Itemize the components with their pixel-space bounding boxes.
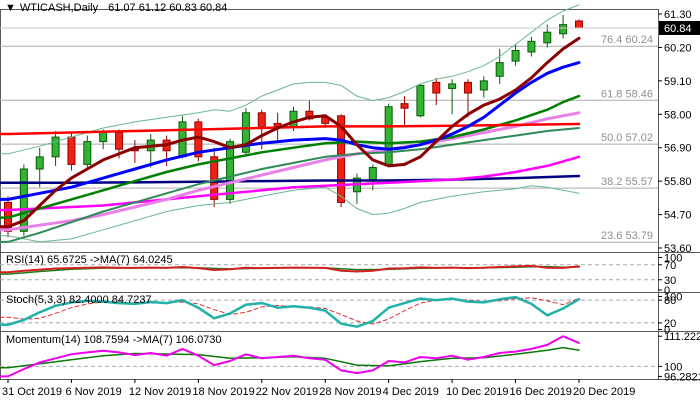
svg-text:28 Nov 2019: 28 Nov 2019 [319, 386, 381, 398]
svg-text:18 Nov 2019: 18 Nov 2019 [192, 386, 254, 398]
moving-average-lines [0, 4, 581, 243]
svg-text:20: 20 [664, 318, 676, 330]
symbol-period-label: WTICASH,Daily [19, 2, 99, 14]
svg-text:54.70: 54.70 [664, 210, 692, 222]
svg-text:23.6 53.79: 23.6 53.79 [601, 230, 653, 242]
svg-text:53.60: 53.60 [664, 243, 692, 255]
svg-text:56.90: 56.90 [664, 143, 692, 155]
svg-text:0: 0 [664, 325, 670, 337]
svg-text:100: 100 [664, 253, 682, 265]
svg-text:22 Nov 2019: 22 Nov 2019 [256, 386, 318, 398]
svg-text:70: 70 [664, 260, 676, 272]
price-axis[interactable]: 61.30 60.20 59.10 58.00 56.90 55.80 54.70 53.60… [658, 9, 700, 255]
momentum-indicator-label: Momentum(14) 108.7594 ->MA(7) 106.0730 [6, 334, 222, 346]
svg-text:60.84: 60.84 [664, 23, 692, 35]
svg-text:96.2821: 96.2821 [664, 371, 700, 383]
svg-text:30: 30 [664, 275, 676, 287]
stoch-indicator-label: Stoch(5,3,3) 82.4000 84.7237 [6, 294, 152, 306]
svg-text:80: 80 [664, 295, 676, 307]
svg-text:58.00: 58.00 [664, 109, 692, 121]
svg-text:0: 0 [664, 285, 670, 297]
svg-text:20 Dec 2019: 20 Dec 2019 [573, 386, 635, 398]
svg-text:6 Nov 2019: 6 Nov 2019 [65, 386, 121, 398]
svg-text:61.8 58.46: 61.8 58.46 [601, 88, 653, 100]
svg-text:10 Dec 2019: 10 Dec 2019 [446, 386, 508, 398]
svg-text:12 Nov 2019: 12 Nov 2019 [129, 386, 191, 398]
svg-text:100: 100 [664, 292, 682, 304]
fibonacci-lines[interactable]: 76.4 60.24 61.8 58.46 50.0 57.02 38.2 55.57… [0, 34, 658, 243]
dropdown-arrow-icon: ▼ [5, 2, 16, 14]
ohlc-quote-label: 61.07 61.12 60.83 60.84 [108, 2, 228, 14]
svg-text:76.4 60.24: 76.4 60.24 [601, 34, 653, 46]
svg-text:16 Dec 2019: 16 Dec 2019 [510, 386, 572, 398]
svg-text:59.10: 59.10 [664, 76, 692, 88]
rsi-indicator-label: RSI(14) 65.6725 ->MA(7) 64.0245 [6, 254, 173, 266]
svg-text:61.30: 61.30 [664, 9, 692, 21]
svg-text:111.2226: 111.2226 [664, 331, 700, 343]
svg-text:50.0 57.02: 50.0 57.02 [601, 132, 653, 144]
svg-text:38.2 55.57: 38.2 55.57 [601, 176, 653, 188]
time-axis[interactable]: 31 Oct 2019 6 Nov 2019 12 Nov 2019 18 Nov 2… [2, 379, 635, 398]
svg-text:4 Dec 2019: 4 Dec 2019 [383, 386, 439, 398]
symbol-quote-line: ▼ WTICASH,Daily 61.07 61.12 60.83 60.84 [5, 2, 227, 14]
svg-text:100: 100 [664, 361, 682, 373]
svg-text:55.80: 55.80 [664, 176, 692, 188]
svg-text:60.20: 60.20 [664, 42, 692, 54]
svg-text:31 Oct 2019: 31 Oct 2019 [2, 386, 62, 398]
